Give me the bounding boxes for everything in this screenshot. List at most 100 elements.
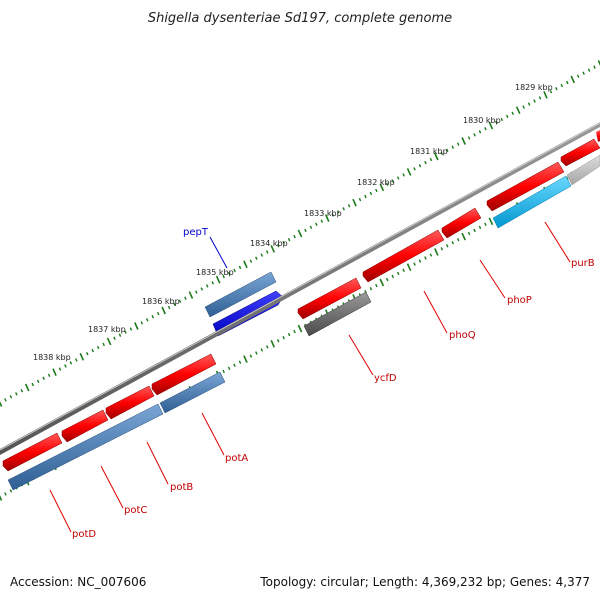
minor-tick [396,176,400,180]
minor-tick [287,238,291,242]
minor-tick [413,262,416,266]
minor-tick [140,321,144,325]
minor-tick [276,244,280,248]
major-tick [406,168,412,176]
cds-arrow[interactable] [362,229,445,283]
major-tick [188,291,194,299]
minor-tick [205,284,209,288]
minor-tick [287,332,291,337]
cds-arrow[interactable] [441,207,482,239]
minor-tick [156,311,160,316]
minor-tick [255,256,258,260]
minor-tick [222,369,225,374]
leader-line [146,441,169,485]
cds-arrow[interactable] [297,277,362,320]
minor-tick [522,105,525,109]
major-tick [379,183,385,192]
minor-tick [391,179,395,183]
gene-label-ycfD[interactable]: ycfD [374,373,397,384]
tick-label: 1833 kbp [304,209,342,218]
minor-tick [413,167,416,171]
accession-text: Accession: NC_007606 [10,575,146,589]
minor-tick [64,364,67,368]
leader-line [479,259,506,299]
minor-tick [331,213,335,217]
gene-potD-feature[interactable] [7,403,164,491]
minor-tick [429,157,433,162]
cds-arrow[interactable] [2,432,63,472]
tick-label: 1837 kbp [88,325,126,334]
cds-arrow[interactable] [105,385,155,420]
major-tick [543,90,548,99]
gene-potA-feature[interactable] [159,371,226,414]
cds-arrow[interactable] [560,138,600,167]
minor-tick [304,228,307,233]
gene-label-potB[interactable]: potB [170,482,193,493]
major-tick [79,352,85,361]
minor-tick [255,351,258,355]
leader-line [49,489,72,533]
cds-arrow[interactable] [151,353,217,396]
minor-tick [124,330,127,334]
gene-label-phoQ[interactable]: phoQ [449,330,476,341]
minor-tick [347,204,351,208]
major-tick [488,121,494,130]
minor-tick [342,207,345,211]
minor-tick [178,299,182,303]
leader-line [348,334,374,376]
gene-label-pepT[interactable]: pepT [183,227,209,238]
gene-label-potD[interactable]: potD [72,529,96,540]
minor-tick [20,389,24,393]
cds-arrow[interactable] [596,130,600,142]
minor-tick [102,342,105,347]
minor-tick [293,329,296,334]
minor-tick [238,360,242,364]
major-tick [297,324,303,333]
minor-tick [385,182,389,186]
minor-tick [58,367,62,371]
gene-ycfD-feature[interactable] [303,291,372,337]
minor-tick [445,148,449,152]
minor-tick [369,287,373,291]
cds-arrow[interactable] [61,409,109,443]
minor-tick [473,133,476,137]
minor-tick [276,339,280,343]
gene-pepT-feature[interactable] [204,271,277,318]
gene-label-purB[interactable]: purB [571,258,595,269]
gene-purB-feature[interactable] [492,175,572,229]
tick-label: 1830 kbp [463,116,501,125]
minor-tick [364,194,367,199]
minor-tick [282,336,285,340]
leader-line [209,236,228,269]
gene-label-potA[interactable]: potA [225,453,248,464]
minor-tick [402,173,405,177]
outer-tick-ring [0,60,600,407]
minor-tick [227,271,231,276]
reverse-cds-track [2,130,600,472]
minor-tick [145,318,149,322]
minor-tick [249,354,253,358]
gene-label-phoP[interactable]: phoP [507,295,532,306]
tick-label: 1834 kbp [250,239,288,248]
major-tick [324,214,330,222]
minor-tick [265,345,269,349]
tick-label: 1838 kbp [33,353,71,362]
minor-tick [445,244,449,248]
minor-tick [484,222,487,226]
minor-tick [582,71,585,75]
minor-tick [484,127,487,131]
major-tick [461,232,466,241]
gene-label-potC[interactable]: potC [124,505,147,516]
major-tick [0,401,3,407]
cds-arrow[interactable] [486,161,565,212]
minor-tick [451,145,455,149]
gene-neighbor-feature[interactable] [566,154,600,186]
minor-tick [527,102,531,106]
minor-tick [75,358,78,362]
minor-tick [396,271,400,276]
major-tick [134,322,139,330]
minor-tick [42,376,45,380]
reverse-gene-track [7,154,600,491]
minor-tick [456,238,460,242]
